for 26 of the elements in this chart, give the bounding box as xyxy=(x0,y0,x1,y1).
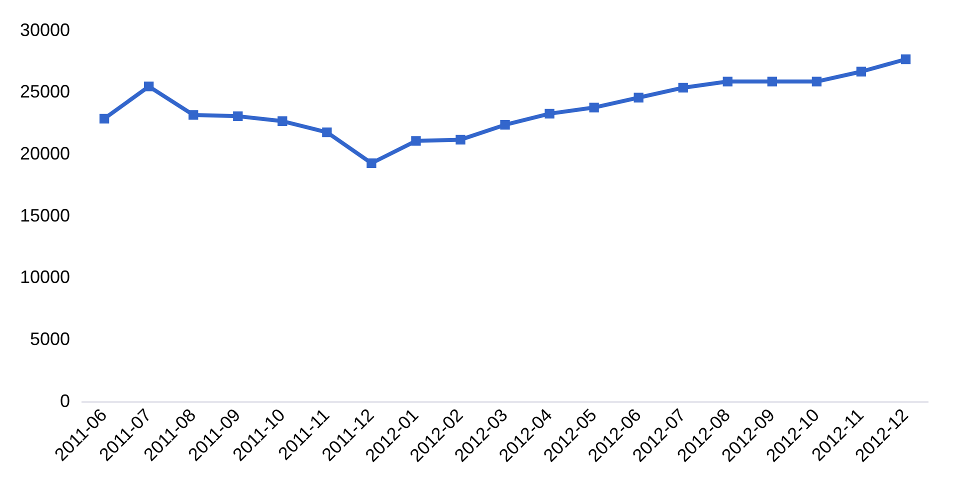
point xyxy=(722,76,732,86)
point xyxy=(678,82,688,93)
y-tick-label: 30000 xyxy=(20,20,70,40)
point xyxy=(456,134,466,145)
point xyxy=(233,111,243,122)
point xyxy=(411,136,421,146)
y-tick-label: 20000 xyxy=(20,144,70,164)
point xyxy=(634,92,644,102)
point xyxy=(544,108,554,119)
point xyxy=(589,102,599,112)
point xyxy=(99,114,110,124)
point xyxy=(500,120,510,130)
point xyxy=(366,158,376,168)
y-tick-label: 15000 xyxy=(20,205,70,226)
y-tick-label: 10000 xyxy=(20,267,70,288)
point xyxy=(812,76,822,86)
point xyxy=(144,82,154,92)
point xyxy=(767,76,777,86)
point xyxy=(856,66,866,76)
y-tick-label: 25000 xyxy=(20,82,70,102)
point xyxy=(322,127,332,138)
y-tick-label: 0 xyxy=(60,390,70,411)
point xyxy=(278,116,288,126)
point xyxy=(188,110,198,120)
y-tick-label: 5000 xyxy=(30,329,70,350)
point xyxy=(900,54,911,64)
